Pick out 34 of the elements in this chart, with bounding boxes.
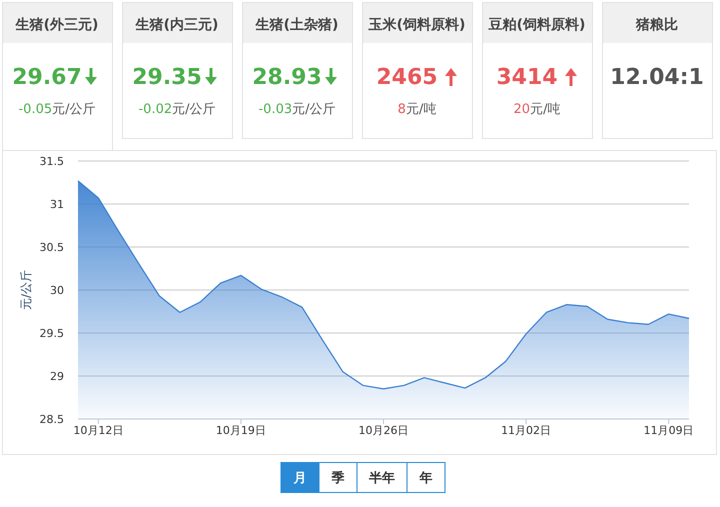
x-tick-label: 10月12日: [73, 424, 124, 437]
text: 8元/吨: [398, 102, 436, 117]
text: 2465: [376, 65, 438, 90]
y-tick-label: 28.5: [40, 413, 64, 426]
text: 月: [292, 471, 306, 486]
text: 季: [330, 470, 344, 486]
text: 年: [418, 471, 432, 486]
text: 12.04:1: [610, 65, 704, 90]
text: 3414: [496, 65, 558, 90]
x-tick-label: 10月19日: [216, 424, 266, 437]
text: -0.03元/公斤: [258, 102, 336, 117]
text: 豆粕(饲料原料): [488, 17, 586, 33]
y-tick-label: 30: [50, 284, 64, 297]
text: 生猪(外三元): [14, 17, 98, 33]
text: 29.67: [12, 65, 82, 90]
y-tick-label: 31.5: [40, 155, 64, 168]
text: 29.35: [132, 65, 202, 90]
text: 玉米(饲料原料): [368, 17, 466, 33]
y-tick-label: 29.5: [40, 327, 64, 340]
y-axis-title: 元/公斤: [19, 270, 33, 310]
x-tick-label: 11月02日: [501, 424, 552, 437]
x-tick-label: 10月26日: [358, 424, 408, 437]
x-tick-label: 11月09日: [644, 424, 694, 437]
y-tick-label: 31: [50, 198, 64, 211]
text: 20元/吨: [514, 102, 560, 117]
text: 28.93: [252, 65, 322, 90]
y-tick-label: 29: [50, 370, 64, 383]
text: 猪粮比: [635, 16, 678, 33]
text: 生猪(内三元): [134, 17, 218, 33]
text: 生猪(土杂猪): [254, 17, 338, 33]
text: -0.02元/公斤: [138, 102, 216, 117]
y-tick-label: 30.5: [40, 241, 64, 254]
text: 半年: [368, 471, 395, 486]
text: -0.05元/公斤: [18, 102, 96, 117]
